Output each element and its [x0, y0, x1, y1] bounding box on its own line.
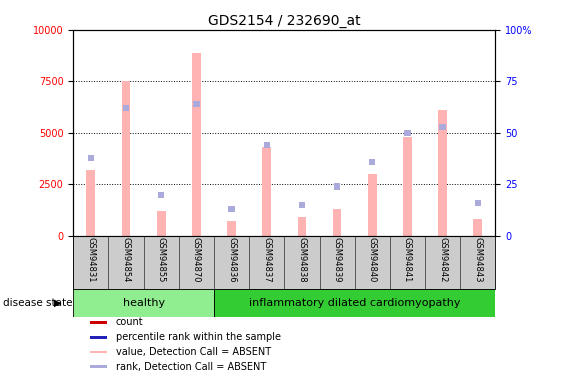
Bar — [299, 202, 305, 208]
Bar — [122, 81, 131, 236]
Text: GSM94841: GSM94841 — [403, 237, 412, 282]
Text: percentile rank within the sample: percentile rank within the sample — [116, 333, 281, 342]
Bar — [440, 124, 446, 130]
Text: inflammatory dilated cardiomyopathy: inflammatory dilated cardiomyopathy — [249, 298, 461, 308]
Bar — [368, 174, 377, 236]
Text: GSM94855: GSM94855 — [157, 237, 166, 282]
Bar — [157, 211, 166, 236]
Bar — [297, 217, 306, 236]
Bar — [263, 142, 270, 148]
Text: GSM94838: GSM94838 — [297, 237, 306, 282]
Bar — [90, 351, 108, 353]
Text: healthy: healthy — [123, 298, 164, 308]
Text: ▶: ▶ — [53, 298, 61, 308]
Text: GSM94870: GSM94870 — [192, 237, 201, 282]
Bar — [193, 101, 199, 107]
Text: GSM94831: GSM94831 — [86, 237, 95, 282]
Bar — [334, 183, 340, 189]
Bar — [227, 221, 236, 236]
Text: GSM94837: GSM94837 — [262, 237, 271, 282]
Bar — [438, 110, 447, 236]
Bar — [90, 366, 108, 368]
Bar — [404, 130, 410, 136]
Text: GSM94839: GSM94839 — [333, 237, 342, 282]
Bar — [90, 336, 108, 339]
Title: GDS2154 / 232690_at: GDS2154 / 232690_at — [208, 13, 361, 28]
Bar — [369, 159, 376, 165]
Bar — [158, 192, 164, 198]
Bar — [90, 321, 108, 324]
Bar — [73, 289, 214, 317]
Bar — [86, 170, 95, 236]
Text: GSM94854: GSM94854 — [122, 237, 131, 282]
Text: GSM94836: GSM94836 — [227, 237, 236, 282]
Bar — [73, 236, 495, 289]
Text: disease state: disease state — [3, 298, 72, 308]
Text: GSM94842: GSM94842 — [438, 237, 447, 282]
Text: GSM94840: GSM94840 — [368, 237, 377, 282]
Text: count: count — [116, 317, 144, 327]
Bar — [192, 53, 201, 236]
Text: rank, Detection Call = ABSENT: rank, Detection Call = ABSENT — [116, 362, 266, 372]
Bar — [123, 105, 129, 111]
Bar — [473, 219, 482, 236]
Bar — [229, 206, 235, 212]
Bar — [262, 147, 271, 236]
Bar — [403, 137, 412, 236]
Bar — [475, 200, 481, 206]
Bar — [214, 289, 495, 317]
Text: value, Detection Call = ABSENT: value, Detection Call = ABSENT — [116, 347, 271, 357]
Bar — [333, 209, 342, 236]
Text: GSM94843: GSM94843 — [473, 237, 482, 282]
Bar — [88, 154, 94, 161]
